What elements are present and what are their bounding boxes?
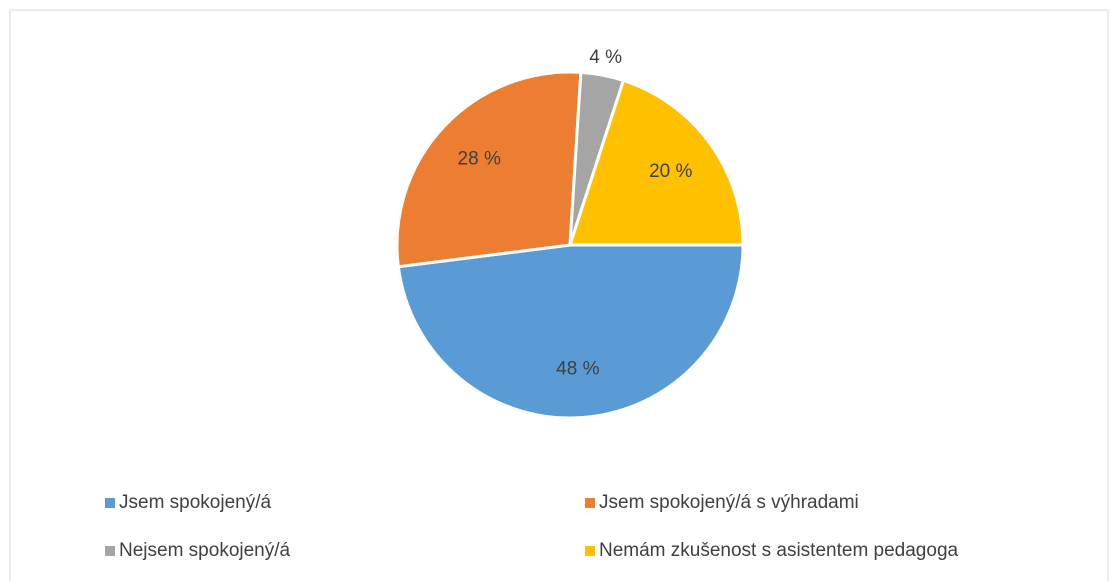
legend-label: Nejsem spokojený/á — [119, 540, 291, 561]
data-label: 48 % — [556, 358, 599, 379]
data-label: 20 % — [649, 161, 692, 182]
legend-swatch — [585, 498, 595, 508]
legend-swatch — [105, 546, 115, 556]
data-label: 28 % — [458, 149, 501, 170]
pie-slice — [396, 243, 745, 420]
pie-slice — [567, 78, 745, 247]
chart-border — [9, 9, 1109, 581]
data-label: 4 % — [589, 47, 622, 68]
legend-label: Nemám zkušenost s asistentem pedagoga — [599, 540, 959, 561]
legend-label: Jsem spokojený/á s výhradami — [599, 492, 859, 513]
legend-swatch — [585, 546, 595, 556]
pie-slice — [395, 70, 583, 269]
legend-label: Jsem spokojený/á — [119, 492, 272, 513]
legend-swatch — [105, 498, 115, 508]
